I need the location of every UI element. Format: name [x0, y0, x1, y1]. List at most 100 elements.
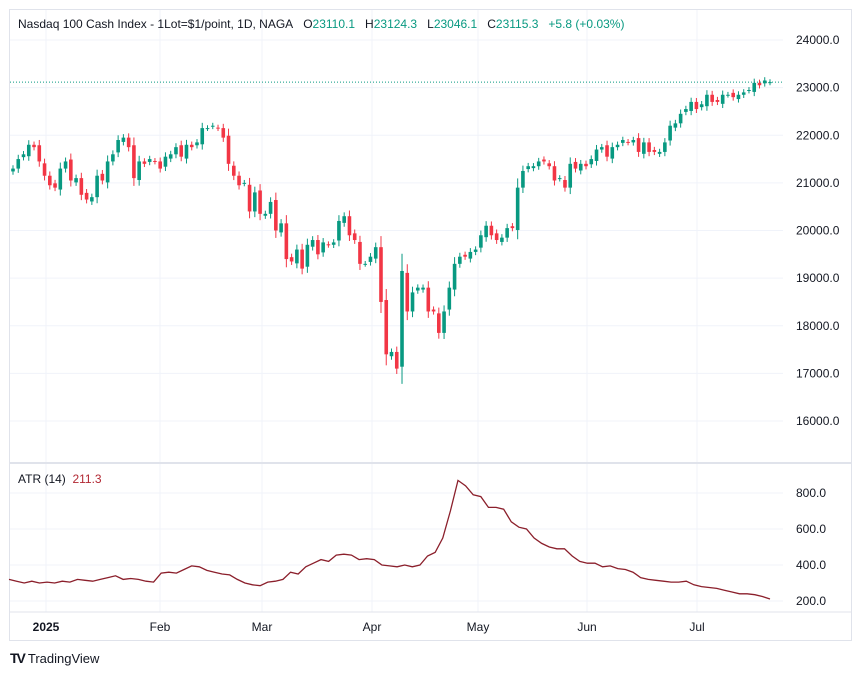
candle-body	[463, 254, 467, 257]
candle-body	[405, 272, 410, 312]
candle-body	[584, 163, 588, 167]
candle-body	[531, 166, 536, 169]
candle-body	[415, 287, 420, 291]
candle-body	[226, 135, 231, 164]
candle-body	[147, 159, 152, 162]
candle-body	[79, 178, 84, 195]
candle-body	[452, 263, 457, 290]
atr-label: ATR (14)	[18, 472, 66, 486]
candle-body	[726, 94, 730, 96]
atr-value: 211.3	[72, 472, 102, 486]
candle-body	[505, 228, 509, 238]
candle-body	[210, 125, 215, 127]
candle-body	[379, 247, 383, 302]
candle-body	[536, 161, 541, 167]
candle-body	[642, 142, 646, 154]
candle-body	[126, 137, 131, 148]
candle-body	[279, 223, 283, 233]
candle-body	[305, 244, 310, 267]
candle-body	[410, 292, 415, 312]
candle-body	[705, 94, 709, 107]
candle-body	[95, 175, 99, 198]
high-value: 23124.3	[373, 17, 418, 31]
candle-body	[53, 183, 57, 188]
candle-body	[284, 223, 289, 260]
candle-body	[768, 82, 772, 84]
close-value: 23115.3	[495, 17, 539, 31]
candle-body	[37, 145, 42, 162]
candle-body	[116, 140, 120, 153]
candle-body	[105, 161, 110, 183]
price-axis-label: 22000.0	[796, 128, 840, 142]
candle-body	[431, 309, 436, 312]
price-axis-label: 16000.0	[796, 414, 840, 428]
candle-body	[447, 287, 452, 310]
candle-body	[179, 145, 184, 157]
time-axis-label: Jun	[577, 620, 596, 634]
candle-body	[510, 226, 515, 229]
candle-body	[195, 142, 199, 146]
candle-body	[715, 100, 720, 102]
candle-body	[762, 80, 767, 84]
candle-body	[42, 163, 47, 176]
candle-body	[90, 197, 94, 202]
symbol-legend: Nasdaq 100 Cash Index - 1Lot=$1/point, 1…	[18, 17, 624, 31]
candle-body	[521, 170, 525, 188]
candle-body	[542, 159, 546, 162]
candle-body	[142, 161, 147, 164]
candle-body	[21, 154, 26, 158]
candle-body	[253, 192, 257, 212]
time-axis-label: May	[467, 620, 490, 634]
candle-body	[594, 149, 599, 161]
atr-axis-label: 800.0	[796, 486, 826, 500]
candle-body	[342, 216, 346, 223]
candle-body	[394, 351, 399, 369]
time-axis-label: Mar	[252, 620, 273, 634]
candle-body	[636, 138, 641, 152]
candle-body	[231, 165, 236, 176]
candle-body	[363, 263, 368, 265]
candle-body	[473, 249, 478, 252]
candle-body	[557, 178, 562, 180]
time-axis-label: 2025	[33, 620, 60, 634]
candle-body	[205, 128, 210, 130]
candle-body	[421, 287, 425, 290]
candle-body	[184, 144, 189, 159]
candle-body	[111, 154, 115, 162]
candle-body	[599, 147, 604, 150]
tradingview-logo[interactable]: TV TradingView	[10, 650, 99, 666]
candle-body	[63, 161, 68, 169]
candle-body	[11, 168, 15, 172]
atr-legend[interactable]: ATR (14) 211.3	[18, 472, 102, 486]
candle-body	[573, 161, 578, 169]
candle-body	[384, 300, 389, 355]
candle-body	[247, 184, 252, 212]
candle-body	[720, 94, 725, 104]
time-axis-label: Apr	[363, 620, 382, 634]
candle-body	[741, 92, 746, 95]
candle-body	[678, 113, 683, 124]
candle-body	[289, 257, 294, 262]
price-axis-label: 24000.0	[796, 33, 840, 47]
candle-body	[458, 256, 462, 264]
candle-body	[373, 247, 378, 259]
candle-body	[274, 200, 278, 231]
chart-frame[interactable]	[9, 9, 852, 641]
candle-body	[489, 225, 494, 236]
candle-body	[168, 154, 173, 159]
time-axis-label: Feb	[150, 620, 171, 634]
candle-body	[589, 159, 594, 165]
change-value: +5.8 (+0.03%)	[548, 17, 625, 31]
open-value: 23110.1	[312, 17, 356, 31]
candle-body	[389, 351, 394, 357]
candle-body	[174, 147, 178, 155]
candle-body	[668, 125, 672, 141]
open-label: O	[303, 17, 313, 31]
low-label: L	[427, 17, 434, 31]
atr-axis-label: 400.0	[796, 558, 826, 572]
candle-body	[358, 241, 362, 264]
candle-body	[621, 140, 625, 143]
candle-body	[736, 94, 741, 100]
atr-axis-label: 600.0	[796, 522, 826, 536]
